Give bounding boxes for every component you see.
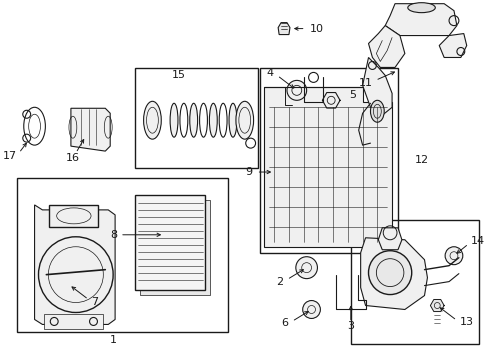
- Polygon shape: [438, 33, 466, 58]
- Ellipse shape: [143, 101, 161, 139]
- Polygon shape: [278, 23, 289, 35]
- Text: 8: 8: [110, 230, 117, 240]
- Text: 6: 6: [281, 319, 287, 328]
- Text: 11: 11: [358, 78, 372, 88]
- Bar: [17, 178, 227, 332]
- Polygon shape: [35, 205, 115, 324]
- Polygon shape: [368, 26, 404, 67]
- Polygon shape: [360, 238, 427, 310]
- Bar: [135, 195, 205, 289]
- Text: 2: 2: [275, 276, 283, 287]
- Text: 1: 1: [109, 336, 117, 345]
- Text: 5: 5: [348, 90, 355, 100]
- Bar: [350, 220, 478, 345]
- Polygon shape: [378, 228, 401, 250]
- Text: 15: 15: [172, 71, 185, 80]
- Bar: [135, 68, 257, 168]
- Circle shape: [286, 80, 306, 100]
- Ellipse shape: [370, 100, 384, 122]
- Text: 16: 16: [66, 153, 80, 163]
- Text: 9: 9: [245, 167, 252, 177]
- Ellipse shape: [407, 3, 434, 13]
- Bar: [260, 68, 397, 253]
- Circle shape: [444, 247, 462, 265]
- Ellipse shape: [209, 103, 217, 137]
- Text: 7: 7: [91, 297, 99, 306]
- Text: 10: 10: [309, 24, 323, 33]
- Text: 14: 14: [469, 236, 484, 246]
- Text: 12: 12: [414, 155, 428, 165]
- Bar: [140, 200, 210, 294]
- Polygon shape: [71, 108, 110, 151]
- Text: 4: 4: [265, 68, 273, 78]
- Text: 13: 13: [459, 318, 473, 328]
- Ellipse shape: [170, 103, 178, 137]
- Polygon shape: [322, 93, 339, 108]
- Circle shape: [368, 251, 411, 294]
- Text: 3: 3: [346, 321, 354, 332]
- Ellipse shape: [228, 103, 236, 137]
- Bar: [44, 315, 103, 329]
- Circle shape: [302, 301, 320, 319]
- Polygon shape: [362, 58, 391, 115]
- Text: 17: 17: [3, 151, 17, 161]
- Ellipse shape: [235, 101, 253, 139]
- Polygon shape: [264, 87, 391, 247]
- Ellipse shape: [189, 103, 197, 137]
- Polygon shape: [429, 300, 443, 311]
- Bar: [49, 205, 98, 227]
- Polygon shape: [385, 4, 456, 36]
- Circle shape: [295, 257, 317, 279]
